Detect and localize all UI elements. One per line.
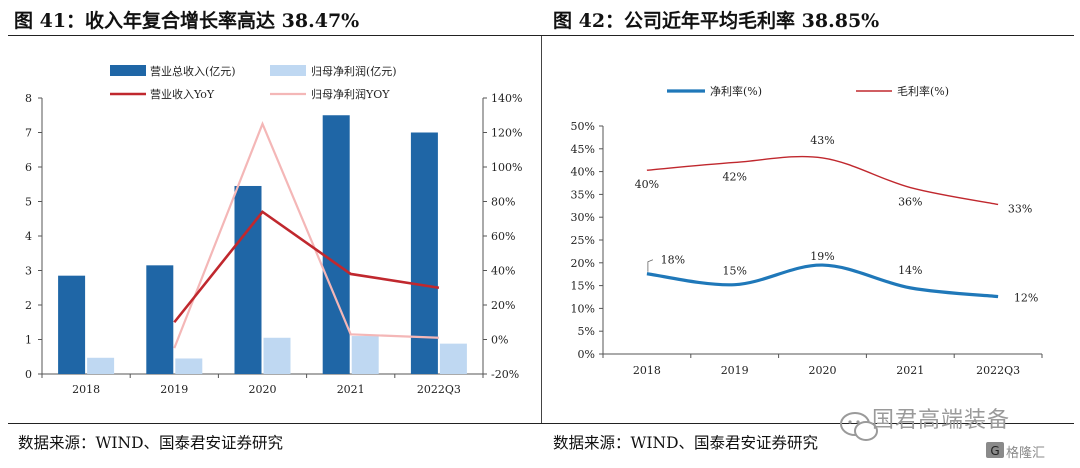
- y-tick-label: 30%: [571, 211, 595, 224]
- y-tick-label-left: 0: [25, 368, 32, 381]
- y-tick-label-right: 20%: [491, 299, 515, 312]
- wechat-logo-icon: G: [840, 412, 1004, 458]
- revenue-profit-chart: 0 1 2 3 4 5 6 7 8 -20% 0% 20% 40% 60% 80% 100% 120% 140% 2…: [25, 64, 522, 396]
- profit-bar: [263, 337, 291, 374]
- legend-revenue-yoy-label: 营业收入YoY: [150, 87, 215, 101]
- x-tick-label: 2018: [633, 364, 661, 377]
- net-margin-data-label: 18%: [661, 254, 685, 267]
- figure-41-source: 数据来源：WIND、国泰君安证券研究: [18, 434, 284, 452]
- y-tick-label: 15%: [571, 280, 595, 293]
- x-tick-label: 2021: [896, 364, 924, 377]
- revenue-bar: [146, 265, 174, 374]
- revenue-bar: [234, 185, 262, 374]
- x-tick-label: 2020: [809, 364, 837, 377]
- legend-profit-label: 归母净利润(亿元): [311, 64, 397, 78]
- margin-chart: 0% 5% 10% 15% 20% 25% 30% 35% 40% 45% 50% 2018 2019 2…: [571, 84, 1043, 377]
- y-tick-label-left: 3: [25, 265, 32, 278]
- net-margin-data-label: 15%: [722, 265, 746, 278]
- x-tick-label: 2018: [72, 383, 100, 396]
- revenue-bar: [322, 115, 350, 374]
- y-tick-label: 25%: [571, 234, 595, 247]
- y-tick-label-right: 40%: [491, 265, 515, 278]
- y-tick-label: 5%: [578, 325, 595, 338]
- profit-yoy-line: [173, 120, 439, 349]
- gross-margin-data-label: 33%: [1008, 202, 1032, 215]
- y-tick-label-right: 100%: [491, 161, 522, 174]
- net-margin-data-label: 19%: [810, 250, 834, 263]
- gross-margin-data-label: 43%: [810, 134, 834, 147]
- watermark-text: 国君高端装备: [872, 408, 1011, 433]
- x-tick-label: 2019: [721, 364, 749, 377]
- legend-gross-margin-label: 毛利率(%): [897, 84, 949, 98]
- bottom-rule: [8, 423, 1074, 424]
- label-leader-line: [647, 259, 654, 272]
- y-tick-label-right: 80%: [491, 196, 515, 209]
- figure-41-title: 图 41：收入年复合增长率高达 38.47%: [14, 10, 360, 32]
- gross-margin-line: [646, 155, 999, 206]
- legend-profit-swatch: [270, 65, 306, 76]
- watermark-brand: 格隆汇: [1006, 446, 1046, 461]
- profit-bar: [175, 358, 203, 374]
- x-tick-label: 2022Q3: [976, 364, 1020, 377]
- legend-revenue-swatch: [110, 65, 146, 76]
- profit-bar: [351, 336, 379, 374]
- y-tick-label: 50%: [571, 120, 595, 133]
- y-tick-label-right: 60%: [491, 230, 515, 243]
- gross-margin-data-label: 42%: [722, 170, 746, 183]
- y-tick-label-right: -20%: [491, 368, 519, 381]
- gross-margin-data-label: 36%: [898, 196, 922, 209]
- y-tick-label-left: 8: [25, 92, 32, 105]
- top-rule: [8, 35, 1074, 36]
- x-tick-label: 2019: [160, 383, 188, 396]
- y-tick-label-right: 0%: [491, 334, 508, 347]
- y-tick-label-left: 2: [25, 299, 32, 312]
- y-tick-label: 35%: [571, 188, 595, 201]
- y-tick-label-right: 140%: [491, 92, 522, 105]
- y-tick-label-left: 4: [25, 230, 32, 243]
- y-tick-label: 10%: [571, 302, 595, 315]
- panel-divider: [541, 36, 542, 423]
- y-tick-label-right: 120%: [491, 127, 522, 140]
- net-margin-line: [646, 263, 999, 299]
- legend-net-margin-label: 净利率(%): [710, 84, 762, 98]
- revenue-bar: [58, 275, 86, 374]
- y-tick-label-left: 1: [25, 334, 32, 347]
- profit-bar: [87, 357, 115, 374]
- net-margin-data-label: 12%: [1014, 292, 1038, 305]
- legend-revenue-label: 营业总收入(亿元): [150, 64, 236, 78]
- y-tick-label: 40%: [571, 166, 595, 179]
- profit-bar: [439, 343, 467, 374]
- y-tick-label-left: 5: [25, 196, 32, 209]
- figure-42-source: 数据来源：WIND、国泰君安证券研究: [553, 434, 819, 452]
- revenue-yoy-line: [173, 210, 440, 324]
- y-tick-label-left: 7: [25, 127, 32, 140]
- net-margin-data-label: 14%: [898, 264, 922, 277]
- x-tick-label: 2022Q3: [417, 383, 461, 396]
- x-tick-label: 2020: [249, 383, 277, 396]
- y-tick-label-left: 6: [25, 161, 32, 174]
- y-tick-label: 45%: [571, 143, 595, 156]
- gross-margin-data-label: 40%: [635, 178, 659, 191]
- x-tick-label: 2021: [337, 383, 365, 396]
- y-tick-label: 0%: [578, 348, 595, 361]
- y-tick-label: 20%: [571, 257, 595, 270]
- figure-42-title: 图 42：公司近年平均毛利率 38.85%: [553, 10, 880, 32]
- legend-profit-yoy-label: 归母净利润YOY: [311, 87, 390, 101]
- revenue-bar: [410, 132, 438, 374]
- svg-text:G: G: [990, 444, 999, 458]
